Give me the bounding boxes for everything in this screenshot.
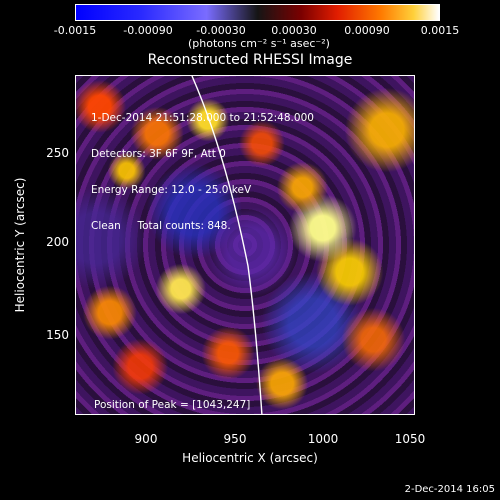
colorbar-tick: -0.0015 <box>53 24 97 37</box>
page-title: Reconstructed RHESSI Image <box>147 52 353 68</box>
y-tick: 200 <box>46 235 69 249</box>
colorbar-tick: -0.00090 <box>123 24 173 37</box>
colorbar-tick: 0.00090 <box>344 24 390 37</box>
limb-line <box>191 76 263 414</box>
x-tick: 1050 <box>394 432 426 446</box>
peak-position: Position of Peak = [1043,247] <box>94 399 251 411</box>
colorbar-unit: (photons cm⁻² s⁻¹ asec⁻²) <box>188 37 330 50</box>
y-axis-label: Heliocentric Y (arcsec) <box>13 177 27 313</box>
image-plot: 1-Dec-2014 21:51:28.000 to 21:52:48.000 … <box>75 75 415 415</box>
colorbar-tick: -0.00030 <box>196 24 246 37</box>
x-axis-label: Heliocentric X (arcsec) <box>182 451 318 465</box>
info-block: 1-Dec-2014 21:51:28.000 to 21:52:48.000 … <box>91 88 314 256</box>
y-tick: 150 <box>46 328 69 342</box>
detectors: Detectors: 3F 6F 9F, Att 0 <box>91 148 226 160</box>
x-tick: 950 <box>223 432 247 446</box>
timestamp: 2-Dec-2014 16:05 <box>404 484 495 495</box>
x-tick: 900 <box>134 432 158 446</box>
colorbar-tick: 0.0015 <box>420 24 460 37</box>
energy-range: Energy Range: 12.0 - 25.0 keV <box>91 184 252 196</box>
x-tick: 1000 <box>307 432 339 446</box>
colorbar <box>75 4 440 21</box>
clean-counts: Clean Total counts: 848. <box>91 220 231 232</box>
time-range: 1-Dec-2014 21:51:28.000 to 21:52:48.000 <box>91 112 314 124</box>
colorbar-tick: 0.00030 <box>271 24 317 37</box>
y-tick: 250 <box>46 146 69 160</box>
